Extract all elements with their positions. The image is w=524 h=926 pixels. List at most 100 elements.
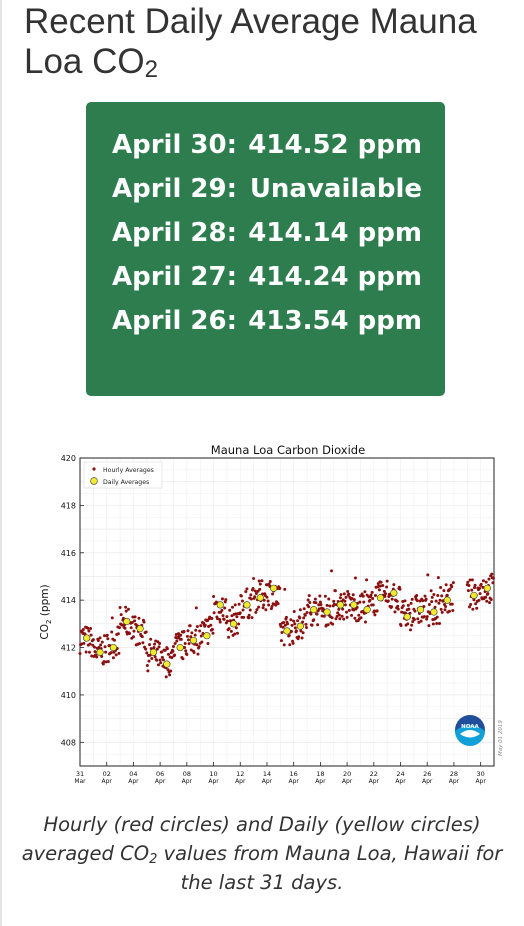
- hourly-point: [225, 615, 229, 619]
- hourly-point: [350, 596, 354, 600]
- hourly-point: [315, 612, 319, 616]
- hourly-point: [383, 592, 387, 596]
- y-tick-label: 416: [61, 549, 76, 558]
- hourly-point: [198, 629, 202, 633]
- hourly-point: [424, 597, 428, 601]
- hourly-point: [89, 627, 93, 631]
- hourly-point: [147, 659, 151, 663]
- hourly-point: [434, 599, 438, 603]
- hourly-point: [131, 635, 135, 639]
- hourly-point: [126, 607, 130, 611]
- y-tick-label: 420: [61, 454, 76, 463]
- hourly-point: [230, 614, 234, 618]
- hourly-point: [450, 585, 454, 589]
- hourly-point: [195, 625, 199, 629]
- y-tick-label: 414: [61, 596, 76, 605]
- hourly-point: [129, 626, 133, 630]
- hourly-point: [330, 569, 334, 573]
- hourly-point: [255, 608, 259, 612]
- hourly-point: [148, 643, 152, 647]
- hourly-point: [153, 655, 157, 659]
- hourly-point: [471, 607, 475, 611]
- hourly-point: [410, 623, 414, 627]
- hourly-series: [78, 569, 495, 679]
- hourly-point: [268, 580, 272, 584]
- hourly-point: [467, 583, 471, 587]
- hourly-point: [290, 623, 294, 627]
- hourly-point: [326, 623, 330, 627]
- x-tick-month: Apr: [449, 778, 460, 785]
- hourly-point: [133, 619, 137, 623]
- x-tick-month: Apr: [235, 778, 246, 785]
- hourly-point: [287, 634, 291, 638]
- hourly-point: [297, 635, 301, 639]
- left-border: [0, 0, 2, 926]
- page-title: Recent Daily Average Mauna Loa CO2: [24, 2, 514, 82]
- hourly-point: [238, 611, 242, 615]
- x-tick-label: 06: [156, 770, 164, 778]
- hourly-point: [296, 619, 300, 623]
- hourly-point: [245, 587, 249, 591]
- daily-point: [136, 624, 144, 633]
- daily-point: [256, 594, 264, 602]
- hourly-point: [218, 620, 222, 624]
- hourly-point: [253, 589, 257, 593]
- legend-daily-marker: [90, 477, 98, 485]
- hourly-point: [413, 609, 417, 613]
- hourly-point: [343, 599, 347, 603]
- hourly-point: [282, 643, 286, 647]
- hourly-point: [212, 611, 216, 615]
- hourly-point: [224, 598, 228, 602]
- hourly-point: [124, 609, 128, 613]
- hourly-point: [159, 661, 163, 665]
- hourly-point: [264, 608, 268, 612]
- hourly-point: [206, 641, 210, 645]
- page-title-subscript: 2: [144, 56, 158, 83]
- hourly-point: [479, 582, 483, 586]
- hourly-point: [160, 655, 164, 659]
- hourly-point: [385, 585, 389, 589]
- hourly-point: [109, 651, 113, 655]
- daily-point: [363, 606, 371, 614]
- hourly-point: [352, 598, 356, 602]
- hourly-point: [320, 614, 324, 618]
- hourly-point: [377, 588, 381, 592]
- reading-date: April 28:: [112, 218, 238, 248]
- hourly-point: [427, 602, 431, 606]
- hourly-point: [118, 626, 122, 630]
- hourly-point: [347, 608, 351, 612]
- hourly-point: [199, 624, 203, 628]
- hourly-point: [96, 638, 100, 642]
- hourly-point: [393, 610, 397, 614]
- hourly-point: [416, 617, 420, 621]
- hourly-point: [335, 614, 339, 618]
- hourly-point: [282, 621, 286, 625]
- hourly-point: [489, 597, 493, 601]
- hourly-point: [222, 617, 226, 621]
- hourly-point: [266, 599, 270, 603]
- daily-point: [323, 608, 331, 616]
- hourly-point: [247, 616, 251, 620]
- hourly-point: [440, 594, 444, 598]
- hourly-point: [439, 585, 443, 589]
- hourly-point: [252, 576, 256, 580]
- hourly-point: [323, 594, 327, 598]
- hourly-point: [97, 645, 101, 649]
- hourly-point: [93, 650, 97, 654]
- hourly-point: [271, 592, 275, 596]
- hourly-point: [200, 640, 204, 644]
- hourly-point: [274, 603, 278, 607]
- daily-point: [350, 601, 358, 609]
- hourly-point: [192, 650, 196, 654]
- hourly-point: [203, 623, 207, 627]
- hourly-point: [258, 582, 262, 586]
- noaa-logo-text: NOAA: [461, 724, 479, 730]
- hourly-point: [333, 589, 337, 593]
- noaa-logo-gull: [460, 730, 480, 738]
- hourly-point: [95, 655, 99, 659]
- y-axis-label-subscript: 2: [45, 620, 53, 624]
- x-tick-label: 24: [396, 770, 404, 778]
- chart-title: Mauna Loa Carbon Dioxide: [211, 443, 365, 457]
- hourly-point: [187, 642, 191, 646]
- caption-subscript: 2: [149, 852, 158, 867]
